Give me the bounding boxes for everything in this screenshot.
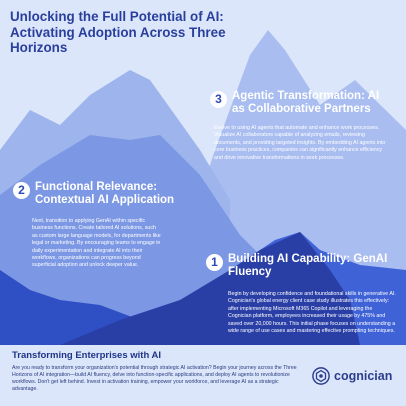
horizon-2-section: 2 Functional Relevance: Contextual AI Ap… (13, 181, 213, 270)
horizon-2-title: Functional Relevance: Contextual AI Appl… (35, 181, 175, 206)
horizon-1-title: Building AI Capability: GenAI Fluency (228, 253, 388, 278)
horizon-1-body: Begin by developing confidence and found… (228, 291, 396, 335)
horizon-2-number-badge: 2 (13, 182, 30, 199)
horizon-3-body: Evolve to using AI agents that automate … (214, 125, 386, 161)
cognician-logo[interactable]: cognician (312, 367, 392, 385)
page-title: Unlocking the Full Potential of AI: Acti… (10, 9, 226, 55)
horizon-3-title: Agentic Transformation: AI as Collaborat… (232, 90, 380, 115)
horizon-3-section: 3 Agentic Transformation: AI as Collabor… (210, 90, 392, 162)
horizon-3-header: 3 Agentic Transformation: AI as Collabor… (210, 90, 392, 116)
brand-name: cognician (334, 369, 393, 383)
footer-title: Transforming Enterprises with AI (12, 350, 162, 361)
cognician-logo-icon (312, 367, 330, 385)
footer-body: Are you ready to transform your organiza… (12, 365, 297, 392)
footer: Transforming Enterprises with AI Are you… (0, 345, 406, 406)
horizon-3-number-badge: 3 (210, 91, 227, 108)
horizon-1-section: 1 Building AI Capability: GenAI Fluency … (206, 253, 396, 335)
horizon-2-body: Next, transition to applying GenAI withi… (32, 218, 161, 269)
horizon-2-header: 2 Functional Relevance: Contextual AI Ap… (13, 181, 213, 207)
mountain-near-mid (60, 232, 360, 345)
horizon-1-header: 1 Building AI Capability: GenAI Fluency (206, 253, 394, 279)
horizon-1-number-badge: 1 (206, 254, 223, 271)
